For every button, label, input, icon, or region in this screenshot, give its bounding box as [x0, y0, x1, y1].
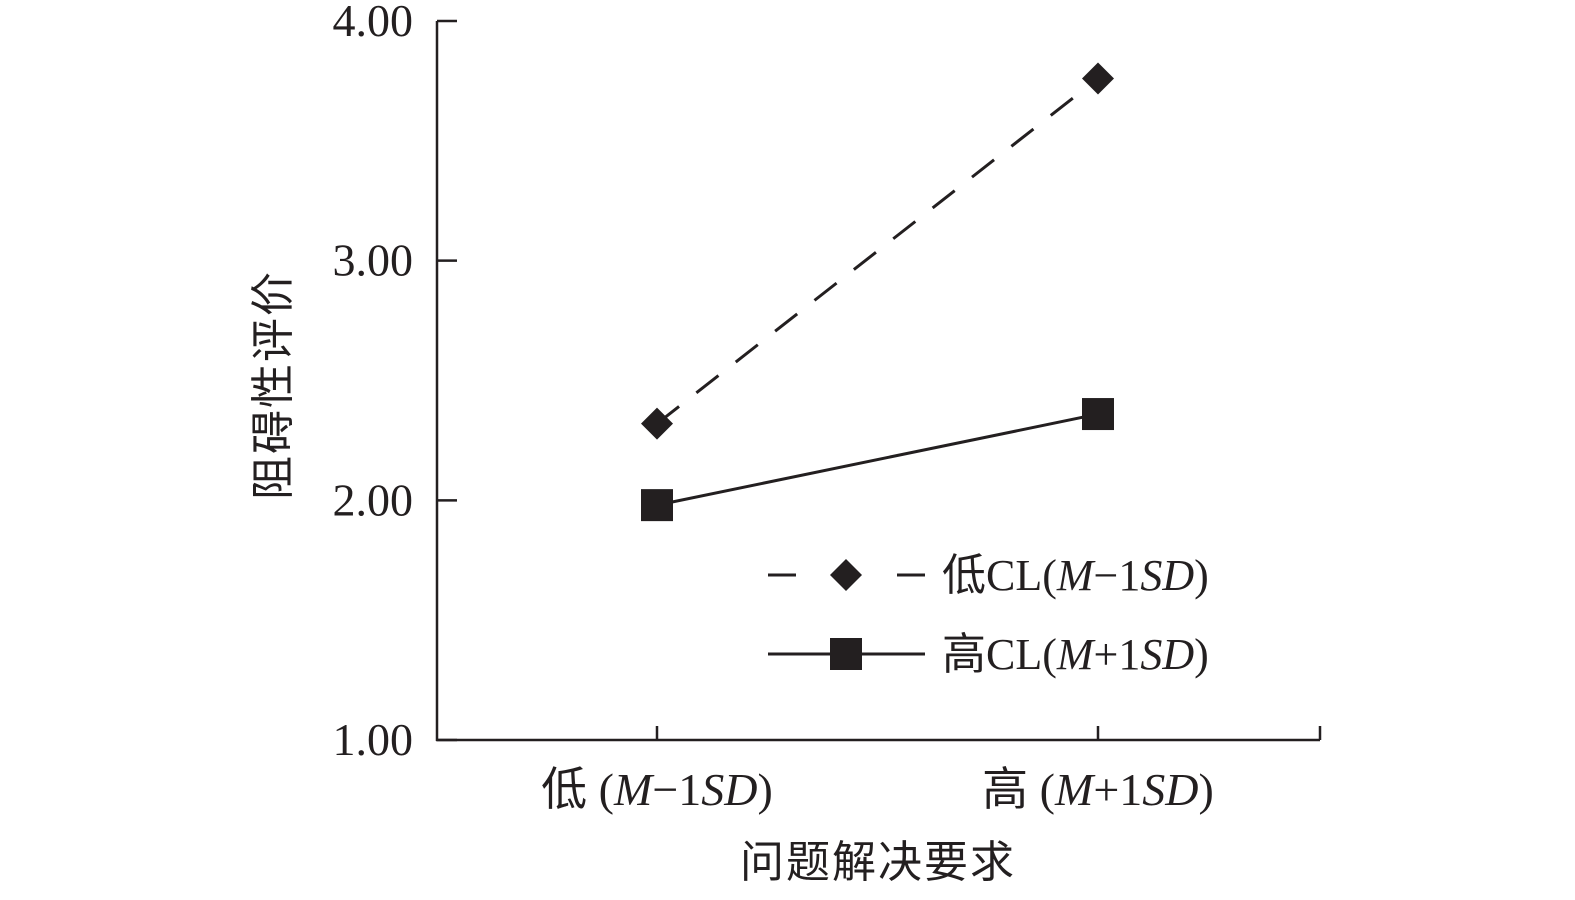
series-high-cl: [641, 398, 1114, 522]
x-tick-label: 高 (M+1SD): [982, 764, 1214, 815]
y-tick-label: 1.00: [333, 714, 414, 765]
axes: [435, 21, 1322, 742]
x-ticks: 低 (M−1SD) 高 (M+1SD): [541, 726, 1214, 815]
legend-item: 高CL(M+1SD): [768, 630, 1209, 679]
legend-label: 低CL(M−1SD): [942, 551, 1209, 600]
series-low-cl: [641, 62, 1114, 440]
y-tick-label: 3.00: [333, 235, 414, 286]
legend-label: 高CL(M+1SD): [942, 630, 1209, 679]
diamond-marker: [641, 407, 673, 440]
square-marker: [641, 489, 673, 522]
legend-square-marker: [830, 638, 862, 670]
diamond-marker: [1082, 62, 1114, 95]
series-line: [656, 77, 1099, 425]
legend-diamond-marker: [830, 559, 862, 591]
y-axis-title: 阻碍性评价: [249, 270, 298, 500]
x-tick-label: 低 (M−1SD): [541, 764, 773, 815]
legend: 低CL(M−1SD) 高CL(M+1SD): [768, 551, 1209, 679]
x-axis-title: 问题解决要求: [740, 838, 1016, 887]
series-line: [656, 412, 1099, 507]
y-ticks: 1.00 2.00 3.00 4.00: [333, 0, 457, 765]
y-tick-label: 4.00: [333, 0, 414, 46]
series-layer: [641, 62, 1114, 522]
y-tick-label: 2.00: [333, 474, 414, 525]
legend-item: 低CL(M−1SD): [768, 551, 1209, 600]
square-marker: [1082, 398, 1114, 431]
